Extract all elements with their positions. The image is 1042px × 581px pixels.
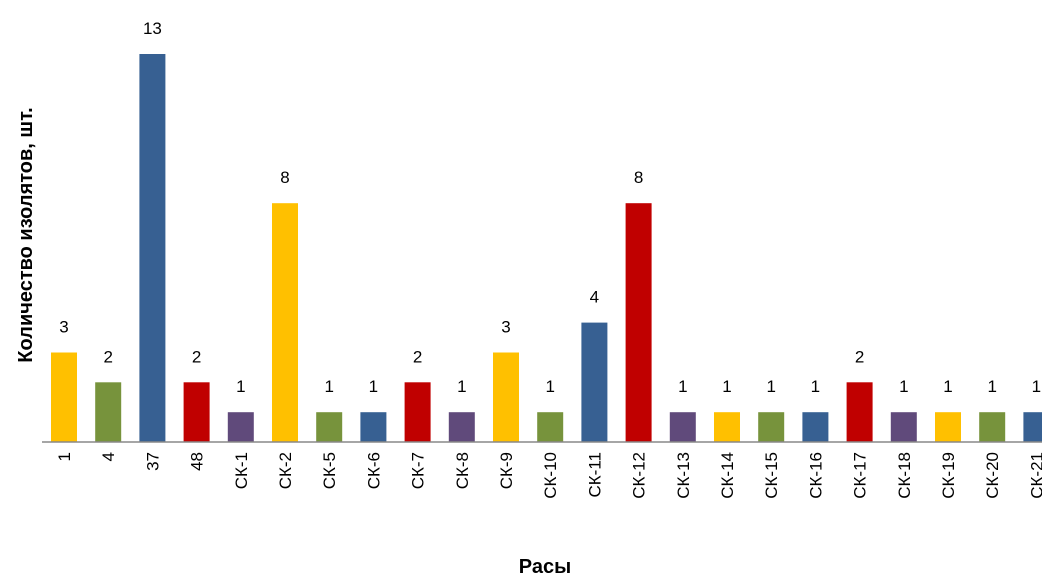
data-label-СК-7: 2 <box>413 347 422 366</box>
bar-СК-2 <box>272 203 298 442</box>
x-tick-label-СК-13: СК-13 <box>674 452 693 499</box>
x-tick-label-СК-19: СК-19 <box>939 452 958 499</box>
bar-4 <box>95 382 122 442</box>
x-tick-label-СК-9: СК-9 <box>497 452 516 489</box>
bar-СК-12 <box>625 203 652 442</box>
bar-37 <box>139 54 166 442</box>
x-tick-label-СК-11: СК-11 <box>585 452 604 498</box>
bar-СК-17 <box>846 382 873 442</box>
bar-СК-16 <box>802 412 829 442</box>
bar-48 <box>183 382 210 442</box>
data-label-СК-14: 1 <box>722 377 731 396</box>
x-tick-label-СК-18: СК-18 <box>895 452 914 499</box>
x-tick-label-1: 1 <box>55 452 74 461</box>
bars-group <box>51 54 1042 442</box>
bar-СК-14 <box>714 412 740 442</box>
data-label-СК-5: 1 <box>324 377 333 396</box>
bar-СК-8 <box>448 412 475 442</box>
bar-СК-11 <box>581 322 608 442</box>
data-label-СК-20: 1 <box>987 377 996 396</box>
data-label-СК-6: 1 <box>369 377 378 396</box>
x-tick-label-СК-6: СК-6 <box>364 452 383 489</box>
bar-СК-10 <box>537 412 564 442</box>
data-label-48: 2 <box>192 347 201 366</box>
x-tick-label-СК-2: СК-2 <box>276 452 295 489</box>
x-tick-label-СК-5: СК-5 <box>320 452 339 489</box>
x-tick-label-СК-17: СК-17 <box>851 452 870 499</box>
x-tick-label-4: 4 <box>99 452 118 461</box>
x-tick-label-СК-10: СК-10 <box>541 452 560 499</box>
data-label-СК-17: 2 <box>855 347 864 366</box>
x-tick-label-СК-1: СК-1 <box>232 452 251 489</box>
data-label-СК-15: 1 <box>766 377 775 396</box>
data-label-СК-1: 1 <box>236 377 245 396</box>
bar-СК-1 <box>227 412 254 442</box>
data-label-СК-10: 1 <box>545 377 554 396</box>
x-tick-label-СК-14: СК-14 <box>718 452 737 499</box>
bar-СК-19 <box>935 412 961 442</box>
data-label-4: 2 <box>103 347 112 366</box>
data-label-СК-12: 8 <box>634 168 643 187</box>
y-axis-label: Количество изолятов, шт. <box>15 107 37 362</box>
bar-СК-6 <box>360 412 387 442</box>
x-tick-label-СК-8: СК-8 <box>453 452 472 489</box>
data-label-СК-16: 1 <box>811 377 820 396</box>
x-tick-label-37: 37 <box>143 452 162 471</box>
bar-СК-15 <box>758 412 785 442</box>
bar-СК-13 <box>669 412 696 442</box>
data-label-СК-13: 1 <box>678 377 687 396</box>
data-label-СК-2: 8 <box>280 168 289 187</box>
bar-1 <box>51 352 77 442</box>
bar-СК-9 <box>493 352 519 442</box>
data-label-1: 3 <box>59 318 68 337</box>
bar-СК-5 <box>316 412 343 442</box>
bar-СК-20 <box>979 412 1006 442</box>
data-label-СК-19: 1 <box>943 377 952 396</box>
x-tick-label-48: 48 <box>188 452 207 471</box>
data-label-СК-21: 1 <box>1032 377 1041 396</box>
data-label-СК-11: 4 <box>590 288 599 307</box>
bar-СК-7 <box>404 382 431 442</box>
data-label-СК-9: 3 <box>501 318 510 337</box>
x-axis-label: Расы <box>519 556 571 578</box>
x-tick-label-СК-16: СК-16 <box>806 452 825 499</box>
x-tick-labels-group: 1 4 37 48 СК-1 СК-2 СК-5 СК-6 СК-7 СК-8 СК-9 СК-10 С… <box>55 452 1042 499</box>
data-label-СК-18: 1 <box>899 377 908 396</box>
bar-СК-18 <box>890 412 917 442</box>
x-tick-label-СК-7: СК-7 <box>409 452 428 489</box>
bar-СК-21 <box>1023 412 1042 442</box>
data-label-СК-8: 1 <box>457 377 466 396</box>
x-tick-label-СК-15: СК-15 <box>762 452 781 499</box>
x-tick-label-СК-21: СК-21 <box>1027 452 1042 499</box>
x-tick-label-СК-20: СК-20 <box>983 452 1002 499</box>
x-tick-label-СК-12: СК-12 <box>630 452 649 499</box>
data-label-37: 13 <box>143 19 162 38</box>
